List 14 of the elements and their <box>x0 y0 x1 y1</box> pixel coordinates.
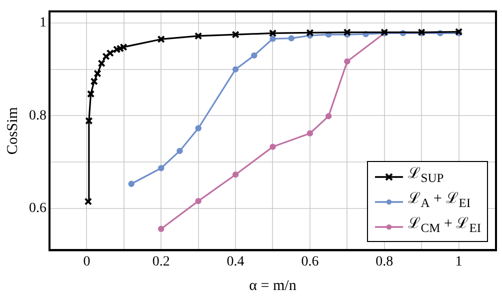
x-tick-label: 0.2 <box>152 254 170 270</box>
x-tick-label: 0 <box>83 254 90 270</box>
y-tick-label: 0.8 <box>29 108 46 124</box>
x-tick-label: 1 <box>455 254 462 270</box>
x-tick-label: 0.8 <box>376 254 394 270</box>
y-axis-title: CosSim <box>4 106 21 155</box>
x-axis-title: α = m/n <box>249 278 297 294</box>
x-tick-label: 0.6 <box>301 254 319 270</box>
legend-label: ℒ$_{A}$ + ℒ$_{EI}$ <box>408 190 471 212</box>
legend-label: ℒ$_{CM}$ + ℒ$_{EI}$ <box>408 215 481 238</box>
legend-label: ℒ$_{SUP}$ <box>408 165 444 188</box>
x-tick-label: 0.4 <box>226 254 244 270</box>
y-tick-label: 0.6 <box>29 201 46 216</box>
y-tick-label: 1 <box>40 16 46 31</box>
